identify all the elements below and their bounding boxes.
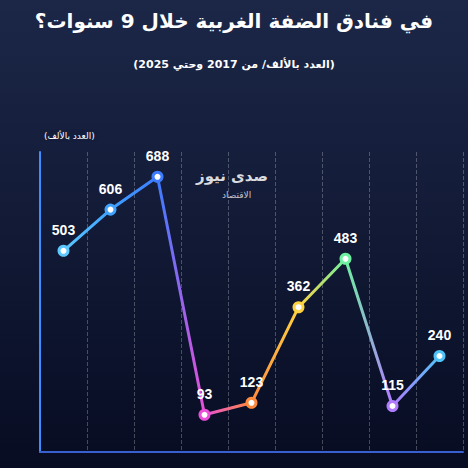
svg-text:606: 606: [99, 181, 123, 197]
svg-text:صدى نيوز: صدى نيوز: [195, 167, 268, 185]
svg-text:في فنادق الضفة الغربية خلال 9: في فنادق الضفة الغربية خلال 9 سنوات؟: [35, 9, 433, 34]
svg-text:(العدد بالألف/ من 2017 وحتي 20: (العدد بالألف/ من 2017 وحتي 2025): [133, 57, 334, 71]
svg-text:688: 688: [146, 148, 170, 164]
svg-text:483: 483: [334, 230, 358, 246]
svg-text:93: 93: [197, 386, 213, 402]
svg-text:123: 123: [240, 374, 264, 390]
svg-text:الاقتصاد: الاقتصاد: [222, 190, 251, 200]
svg-text:115: 115: [381, 377, 404, 393]
svg-text:(العدد بالألف): (العدد بالألف): [44, 130, 95, 141]
svg-text:503: 503: [52, 222, 76, 238]
svg-text:240: 240: [428, 327, 452, 343]
svg-text:362: 362: [287, 278, 311, 294]
